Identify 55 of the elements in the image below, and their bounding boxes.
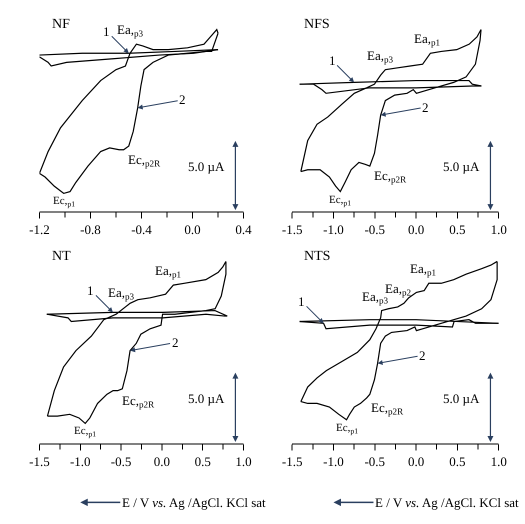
- annotation: Ec,$_{p2R}$: [122, 393, 156, 410]
- x-tick-label: 0.0: [408, 222, 424, 238]
- annotation: Ea,$_{p1}$: [410, 261, 436, 278]
- x-tick-label: -1.0: [70, 454, 91, 470]
- annotation: Ea,$_{p1}$: [155, 263, 182, 280]
- annotation: 1: [298, 294, 304, 309]
- annotation: 5.0 µA: [188, 391, 225, 406]
- x-tick-label: -1.0: [323, 222, 344, 238]
- x-tick-label: 0.0: [408, 454, 424, 470]
- annotation: 5.0 µA: [443, 159, 480, 174]
- x-tick-label: 0.0: [184, 222, 201, 238]
- annotation: 2: [179, 92, 186, 107]
- x-axis-title: E / V vs. Ag /AgCl. KCl sat: [122, 495, 266, 510]
- x-tick-label: -1.0: [323, 454, 344, 470]
- annotation: 2: [422, 100, 428, 115]
- annotation: Ea,$_{p3}$: [117, 22, 144, 39]
- x-tick-label: -0.8: [80, 222, 101, 238]
- annotation: 2: [172, 335, 178, 350]
- annotation: Ec,$_{p1}$: [53, 195, 76, 208]
- annotation: Ea,$_{p3}$: [367, 48, 394, 65]
- x-tick-label: -1.5: [29, 454, 50, 470]
- x-tick-label: -0.5: [364, 454, 386, 470]
- annotation: 5.0 µA: [188, 159, 225, 174]
- x-tick-label: 0.4: [235, 222, 252, 238]
- annotation: 5.0 µA: [443, 391, 480, 406]
- annotation: Ec,$_{p1}$: [336, 422, 358, 436]
- x-tick-label: 0.5: [449, 454, 466, 470]
- x-tick-label: -0.5: [364, 222, 386, 238]
- x-tick-label: -1.5: [282, 454, 302, 470]
- x-tick-label: 1.0: [490, 222, 507, 238]
- annotation: Ec,$_{p1}$: [74, 425, 96, 438]
- x-tick-label: -0.5: [110, 454, 132, 470]
- annotation: Ea,$_{p3}$: [108, 285, 135, 302]
- annotation: Ec,$_{p2R}$: [374, 168, 408, 185]
- annotation: Ec,$_{p2R}$: [128, 152, 162, 169]
- annotation: Ec,$_{p2R}$: [371, 400, 404, 417]
- chart-title: NT: [52, 249, 72, 264]
- annotation: 1: [329, 53, 336, 68]
- annotation: 1: [103, 24, 110, 39]
- annotation: Ec,$_{p1}$: [329, 194, 352, 208]
- x-tick-label: -0.4: [131, 222, 152, 238]
- x-tick-label: 0.5: [194, 454, 211, 470]
- annotation: 2: [419, 348, 426, 363]
- x-tick-label: -1.2: [29, 222, 50, 238]
- x-tick-label: 0.5: [449, 222, 466, 238]
- annotation: Ea,$_{p1}$: [414, 31, 440, 48]
- chart-title: NTS: [304, 249, 330, 264]
- chart-title: NFS: [304, 17, 330, 32]
- x-tick-label: 1.0: [490, 454, 507, 470]
- chart-title: NF: [52, 17, 70, 32]
- x-tick-label: 1.0: [235, 454, 252, 470]
- x-tick-label: -1.5: [282, 222, 302, 238]
- x-tick-label: 0.0: [154, 454, 170, 470]
- annotation: 1: [87, 283, 94, 298]
- x-axis-title: E / V vs. Ag /AgCl. KCl sat: [375, 495, 520, 510]
